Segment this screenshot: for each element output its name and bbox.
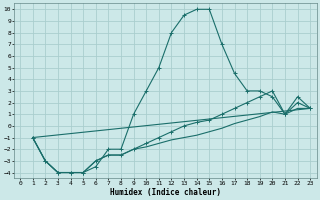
X-axis label: Humidex (Indice chaleur): Humidex (Indice chaleur) <box>110 188 220 197</box>
